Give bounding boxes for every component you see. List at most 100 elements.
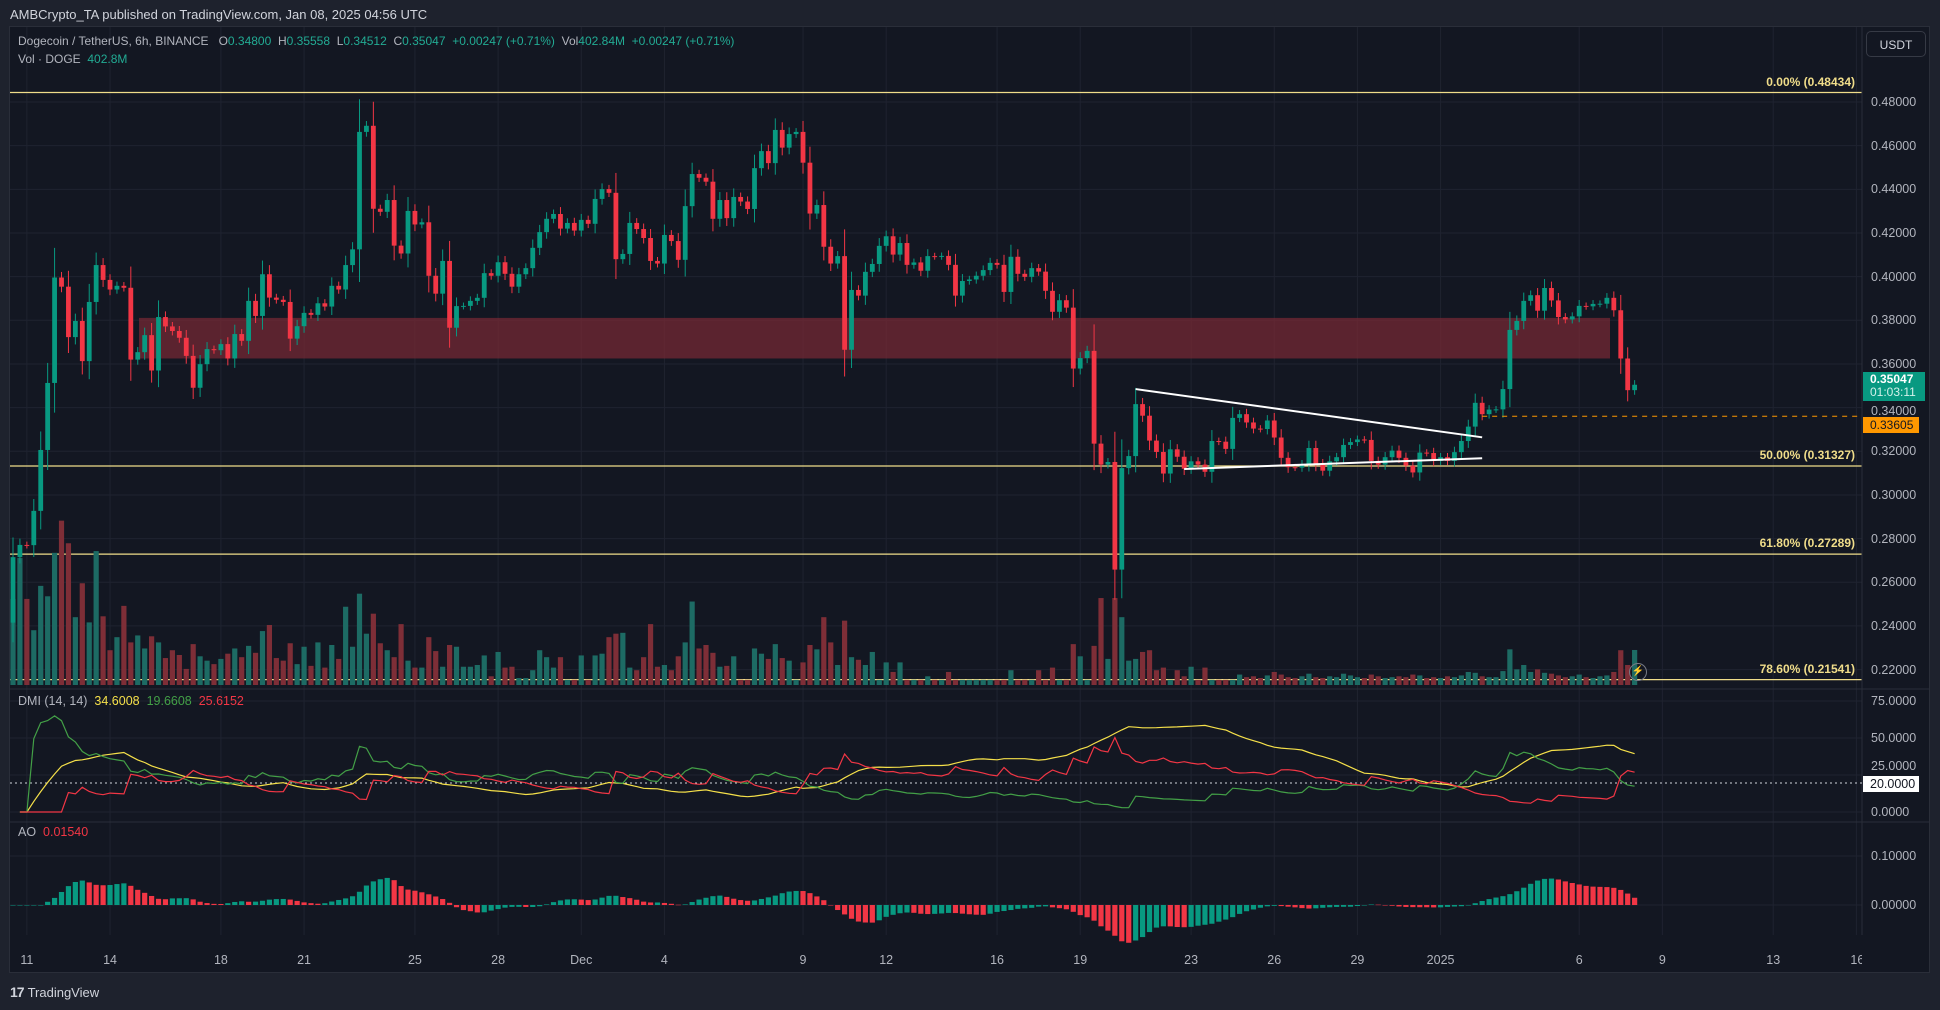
ao-bar xyxy=(641,901,647,905)
candle xyxy=(1029,262,1035,283)
ao-bar xyxy=(1112,905,1118,936)
volume-bar xyxy=(530,670,536,685)
candle xyxy=(585,215,591,229)
symbol-name[interactable]: Dogecoin / TetherUS, 6h, BINANCE xyxy=(18,34,209,48)
triangle-pattern[interactable] xyxy=(1135,388,1483,470)
resistance-zone[interactable] xyxy=(139,317,1610,359)
ao-bar xyxy=(848,905,855,919)
volume-bar xyxy=(1444,676,1451,685)
ao-bar xyxy=(668,903,674,905)
candle xyxy=(1431,447,1437,467)
candle-body xyxy=(488,273,494,276)
volume-bar xyxy=(1049,667,1056,685)
ao-bar xyxy=(1153,905,1160,928)
candle xyxy=(1632,380,1638,395)
candle-body xyxy=(398,245,404,254)
symbol-legend[interactable]: Dogecoin / TetherUS, 6h, BINANCE O0.3480… xyxy=(18,34,734,48)
candle xyxy=(246,287,252,355)
candle-body xyxy=(897,243,903,255)
candle xyxy=(1562,313,1568,324)
candle-body xyxy=(1167,449,1173,474)
price-tick-label: 0.26000 xyxy=(1871,575,1917,590)
candle xyxy=(190,344,196,399)
currency-button[interactable]: USDT xyxy=(1866,31,1926,57)
volume-bar xyxy=(620,632,626,685)
candle xyxy=(814,199,820,219)
candle-body xyxy=(10,557,16,623)
ao-bar xyxy=(1334,905,1340,907)
ao-bar xyxy=(1396,905,1402,907)
ao-bar xyxy=(45,901,51,905)
candle-body xyxy=(1174,449,1180,457)
candle xyxy=(592,189,598,234)
ao-bar xyxy=(370,881,376,905)
grid xyxy=(10,27,1862,935)
candle-body xyxy=(405,210,411,254)
candle-body xyxy=(551,213,556,219)
volume-bar xyxy=(855,659,862,685)
dmi-legend[interactable]: DMI (14, 14) 34.6008 19.6608 25.6152 xyxy=(18,694,244,708)
ao-bar xyxy=(966,905,972,915)
candle xyxy=(1590,300,1596,311)
volume-legend[interactable]: Vol · DOGE 402.8M xyxy=(18,52,127,66)
candle xyxy=(946,250,951,271)
volume-bar xyxy=(1216,679,1222,685)
lightning-icon[interactable]: ⚡ xyxy=(1629,663,1647,681)
candle-body xyxy=(786,134,792,148)
candle xyxy=(842,229,847,377)
candle-body xyxy=(377,208,383,212)
volume-bar xyxy=(1271,671,1277,685)
candle-body xyxy=(987,262,993,271)
candle xyxy=(1528,290,1534,306)
ao-bar xyxy=(557,900,564,905)
tradingview-logo[interactable]: 17 TradingView xyxy=(10,984,99,1000)
candle-body xyxy=(1590,303,1596,307)
volume-bar xyxy=(287,643,293,685)
candle xyxy=(1001,254,1007,302)
candle-body xyxy=(1015,256,1021,274)
ao-bar xyxy=(308,903,314,905)
candle-body xyxy=(294,326,300,339)
ao-bar xyxy=(932,905,938,914)
candle xyxy=(176,326,182,343)
candle xyxy=(128,266,134,381)
price-tick-label: 0.42000 xyxy=(1871,225,1917,240)
ao-bar xyxy=(1521,887,1527,905)
time-tick-label: 18 xyxy=(213,953,228,967)
volume-bar xyxy=(1451,677,1458,685)
candle xyxy=(72,313,78,345)
ao-bar xyxy=(1056,905,1063,909)
candle-body xyxy=(883,236,889,246)
price-tick-label: 0.30000 xyxy=(1871,487,1917,502)
chart-frame[interactable] xyxy=(9,26,1930,973)
candle xyxy=(752,154,757,223)
fib-retracement[interactable] xyxy=(10,91,1862,681)
volume-bar xyxy=(391,657,397,685)
volume-bar xyxy=(336,658,342,685)
ao-bar xyxy=(1042,905,1049,907)
candle-body xyxy=(710,181,716,219)
volume-bar xyxy=(107,650,113,685)
candle-body xyxy=(280,299,286,302)
volume-bar xyxy=(412,667,418,685)
volume-bar xyxy=(1015,679,1021,685)
volume-bar xyxy=(544,657,550,685)
candle xyxy=(911,258,917,269)
candle-body xyxy=(336,285,342,290)
candle xyxy=(1140,397,1145,422)
ao-bar xyxy=(211,903,217,905)
candle-body xyxy=(1341,444,1346,458)
ao-legend[interactable]: AO 0.01540 xyxy=(18,825,88,839)
ao-bar xyxy=(315,903,321,905)
ao-bar xyxy=(10,905,16,906)
volume-bar xyxy=(1403,677,1409,685)
minus-di-value: 25.6152 xyxy=(198,694,244,708)
ao-bar xyxy=(945,905,952,913)
candle xyxy=(578,213,584,237)
candle-body xyxy=(66,286,71,338)
ao-bar xyxy=(495,905,501,910)
volume-bar xyxy=(966,679,972,685)
candle-body xyxy=(1396,450,1402,458)
ao-bar xyxy=(1618,889,1624,905)
